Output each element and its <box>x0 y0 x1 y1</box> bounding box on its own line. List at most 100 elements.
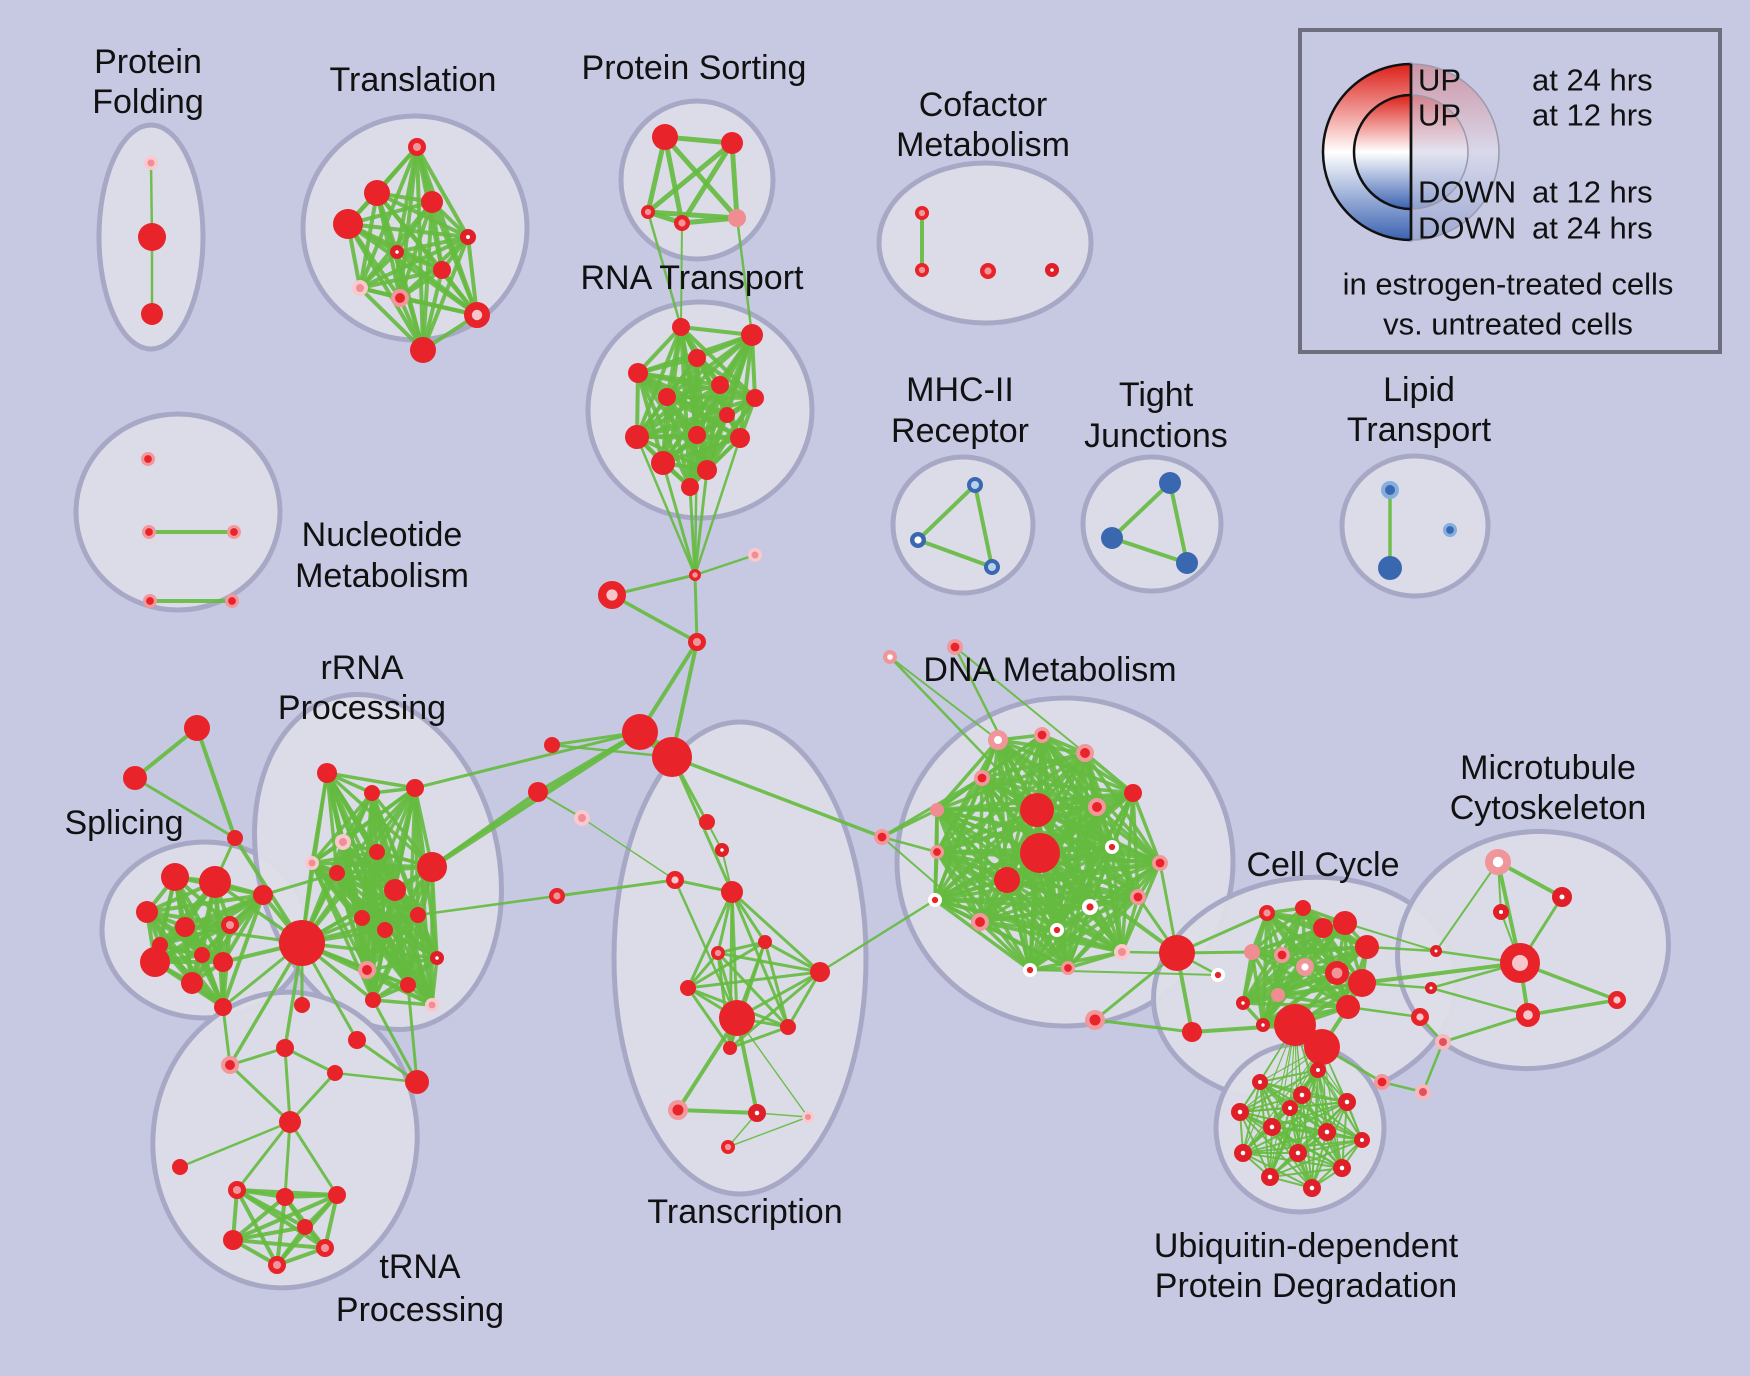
network-edge <box>935 808 1032 972</box>
network-edge <box>1360 961 1522 985</box>
network-edge <box>1344 922 1437 952</box>
network-node <box>723 1041 737 1055</box>
network-edge <box>333 1071 419 1084</box>
network-edge <box>310 791 374 865</box>
network-node <box>227 830 243 846</box>
network-node <box>1130 888 1147 905</box>
network-edge <box>935 808 1039 854</box>
network-edge <box>325 771 417 790</box>
network-node <box>984 559 1000 575</box>
legend-time-label-2: at 12 hrs <box>1532 175 1653 210</box>
network-edge <box>153 893 265 964</box>
network-node <box>1050 922 1065 937</box>
network-edge <box>1241 953 1284 1005</box>
network-node <box>194 947 210 963</box>
network-edge <box>646 210 683 329</box>
network-edge <box>371 998 419 1084</box>
network-edge <box>228 1046 287 1067</box>
legend: UP at 24 hrs UP at 12 hrs DOWN at 12 hrs DOWN a… <box>1298 28 1722 354</box>
network-node <box>810 962 830 982</box>
cluster-ellipse-mhc-ii-receptor <box>890 454 1036 596</box>
network-node <box>668 1100 688 1120</box>
network-edge <box>728 970 822 1050</box>
network-node <box>220 1056 239 1075</box>
network-node <box>988 730 1008 750</box>
network-node <box>1114 944 1130 960</box>
network-node <box>1234 1144 1252 1162</box>
network-node <box>369 844 385 860</box>
network-edge <box>1239 1111 1271 1178</box>
network-edge <box>978 861 1162 924</box>
network-node <box>365 992 381 1008</box>
network-edge <box>935 850 1140 899</box>
network-node <box>1081 899 1098 916</box>
network-node <box>1378 556 1402 580</box>
network-edge <box>1110 845 1140 899</box>
network-node <box>181 972 203 994</box>
network-node <box>1333 911 1357 935</box>
network-node <box>1295 958 1314 977</box>
network-node <box>1607 991 1626 1010</box>
network-node <box>140 452 155 467</box>
network-node <box>1313 918 1333 938</box>
network-node <box>1261 1168 1279 1186</box>
network-edge <box>935 850 1124 954</box>
network-node <box>327 1065 343 1081</box>
cluster-label-rna-transport: RNA Transport <box>581 259 805 297</box>
network-node <box>780 1019 796 1035</box>
network-node <box>224 594 239 609</box>
cluster-label-tight-junctions: Junctions <box>1084 417 1228 455</box>
network-edge <box>406 983 419 1084</box>
network-edge <box>1280 945 1369 957</box>
network-edge <box>661 436 742 465</box>
network-node <box>141 303 163 325</box>
network-edge <box>693 573 699 644</box>
network-node <box>410 337 436 363</box>
network-edge <box>415 145 470 239</box>
network-node <box>1310 1062 1326 1078</box>
network-node <box>223 1230 243 1250</box>
network-edge <box>430 956 439 1007</box>
network-node <box>430 951 444 965</box>
network-edge <box>916 538 994 569</box>
network-edge <box>335 865 434 875</box>
network-edge <box>145 893 265 914</box>
network-node <box>1258 905 1275 922</box>
network-edge <box>686 890 734 990</box>
network-edge <box>636 325 683 375</box>
network-edge <box>763 940 790 1029</box>
network-node <box>1271 988 1285 1002</box>
network-edge <box>686 940 767 990</box>
network-edge <box>680 222 683 328</box>
network-node <box>221 915 240 934</box>
network-edge <box>665 395 757 400</box>
network-node <box>652 124 678 150</box>
network-node <box>305 856 319 870</box>
network-edge <box>1250 906 1305 954</box>
network-node <box>136 901 158 923</box>
cluster-label-dna-metabolism: DNA Metabolism <box>923 651 1176 689</box>
network-edge <box>679 140 735 226</box>
network-node <box>1034 726 1051 743</box>
network-node <box>214 998 232 1016</box>
cluster-label-mhc-ii-receptor: Receptor <box>891 412 1029 450</box>
network-edge <box>818 898 937 974</box>
network-edge <box>1441 1013 1530 1044</box>
network-node <box>658 388 676 406</box>
network-node <box>721 881 743 903</box>
network-node <box>971 913 990 932</box>
network-node <box>425 998 439 1012</box>
legend-direction-label-3: DOWN <box>1418 211 1516 246</box>
network-node <box>802 1111 814 1123</box>
network-node <box>710 945 725 960</box>
network-node <box>1176 552 1198 574</box>
cluster-label-cofactor-metabolism: Metabolism <box>896 126 1070 164</box>
network-edge <box>1526 998 1619 1017</box>
network-node <box>213 952 233 972</box>
network-edge <box>221 893 265 1009</box>
network-node <box>1338 1093 1356 1111</box>
network-node <box>1355 935 1379 959</box>
network-node <box>408 138 427 157</box>
